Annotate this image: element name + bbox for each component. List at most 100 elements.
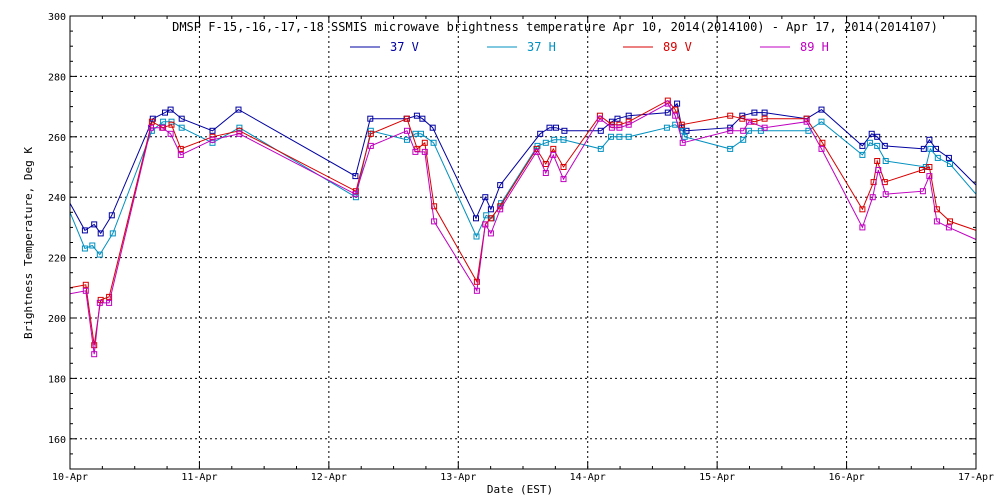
data-point-89-h xyxy=(933,218,940,225)
y-tick-label: 280 xyxy=(48,72,66,83)
data-point-37-v xyxy=(108,212,115,219)
data-point-37-v xyxy=(920,145,927,152)
data-point-89-v xyxy=(919,167,925,173)
series-group xyxy=(69,97,977,358)
data-point-89-h xyxy=(159,124,166,131)
data-point-37-v xyxy=(537,130,544,137)
data-point-89-v xyxy=(168,121,175,128)
data-point-89-v xyxy=(947,218,953,225)
data-point-37-h xyxy=(109,230,116,237)
data-point-89-v xyxy=(473,278,480,285)
data-point-37-v xyxy=(683,127,690,134)
data-point-89-h xyxy=(367,142,374,149)
data-point-89-h xyxy=(236,130,243,137)
data-point-37-h xyxy=(560,136,567,143)
data-point-37-v xyxy=(727,124,734,131)
data-point-37-h xyxy=(745,127,752,134)
data-point-37-v xyxy=(674,100,681,107)
data-point-89-v xyxy=(487,215,494,222)
data-point-89-v xyxy=(404,115,410,122)
y-tick-label: 220 xyxy=(48,254,66,265)
data-point-37-h xyxy=(430,139,437,146)
data-point-37-v xyxy=(546,124,553,131)
series-line-89-v xyxy=(69,99,977,346)
data-point-37-v xyxy=(167,106,174,113)
data-point-37-h xyxy=(597,145,604,152)
data-point-37-h xyxy=(679,127,686,134)
data-point-37-h xyxy=(96,251,103,258)
data-point-89-h xyxy=(412,148,419,155)
data-point-89-v xyxy=(148,118,155,125)
data-point-89-h xyxy=(869,194,876,201)
data-point-89-v xyxy=(542,161,549,167)
legend-label-37-h: 37 H xyxy=(527,40,556,54)
data-point-37-h xyxy=(947,161,953,167)
data-point-37-v xyxy=(209,127,216,134)
data-point-89-h xyxy=(421,148,428,155)
data-point-89-h xyxy=(482,221,489,228)
data-point-89-h xyxy=(803,118,810,125)
data-point-89-h xyxy=(106,299,113,306)
data-point-37-h xyxy=(551,136,558,143)
data-point-89-v xyxy=(106,293,113,300)
data-point-89-h xyxy=(625,121,632,128)
data-point-89-h xyxy=(761,124,768,131)
legend-label-37-v: 37 V xyxy=(390,40,419,54)
data-point-37-v xyxy=(625,112,632,119)
data-point-89-h xyxy=(487,230,494,237)
data-point-37-v xyxy=(761,109,768,116)
data-point-37-h xyxy=(740,136,747,143)
data-point-89-h xyxy=(945,224,952,231)
data-point-89-h xyxy=(177,151,184,158)
data-point-37-v xyxy=(367,115,374,122)
y-tick-label: 260 xyxy=(48,133,66,144)
x-axis-label: Date (EST) xyxy=(487,483,553,496)
data-point-89-h xyxy=(926,173,933,180)
data-point-89-h xyxy=(148,124,154,131)
chart-title: DMSP F-15,-16,-17,-18 SSMIS microwave br… xyxy=(172,20,938,34)
data-point-89-v xyxy=(926,164,933,170)
data-point-37-v xyxy=(482,194,489,201)
data-point-89-h xyxy=(882,191,889,198)
data-point-37-v xyxy=(597,127,604,134)
data-point-37-v xyxy=(419,115,426,122)
data-point-89-h xyxy=(596,115,603,122)
data-point-89-v xyxy=(727,112,734,119)
data-point-37-h xyxy=(859,151,866,158)
data-point-37-h xyxy=(236,124,243,131)
data-point-89-h xyxy=(560,176,567,183)
data-point-37-v xyxy=(751,109,758,116)
data-point-37-h xyxy=(608,133,614,140)
data-point-89-h xyxy=(473,287,480,294)
data-point-89-v xyxy=(82,281,89,288)
data-point-37-v xyxy=(487,206,494,213)
data-point-89-v xyxy=(739,115,746,122)
data-point-37-h xyxy=(818,118,825,125)
data-point-37-h xyxy=(178,124,185,131)
legend-label-89-h: 89 H xyxy=(800,40,829,54)
data-point-89-h xyxy=(533,148,540,155)
data-point-89-v xyxy=(550,145,557,152)
data-point-89-v xyxy=(91,342,98,349)
data-point-37-h xyxy=(542,139,549,146)
axis-tick-labels: 10-Apr 11-Apr 12-Apr 13-Apr 14-Apr 15-Apr 16-A… xyxy=(48,12,994,483)
data-point-37-v xyxy=(97,230,104,237)
data-point-89-h xyxy=(209,136,216,143)
grid-lines xyxy=(70,16,976,469)
data-point-89-v xyxy=(421,139,428,146)
y-tick-label: 160 xyxy=(48,435,66,446)
data-point-37-v xyxy=(162,109,168,116)
data-point-37-h xyxy=(81,245,88,252)
x-tick-label: 17-Apr xyxy=(958,472,994,483)
data-point-89-h xyxy=(745,118,752,125)
data-point-37-h xyxy=(473,233,480,240)
data-point-89-h xyxy=(542,170,549,176)
y-axis-label: Brightness Temperature, Deg K xyxy=(22,147,35,339)
data-point-89-v xyxy=(859,206,866,213)
x-tick-label: 11-Apr xyxy=(181,472,217,483)
x-tick-label: 16-Apr xyxy=(829,472,865,483)
data-point-37-v xyxy=(874,133,881,140)
data-point-89-h xyxy=(616,124,623,131)
